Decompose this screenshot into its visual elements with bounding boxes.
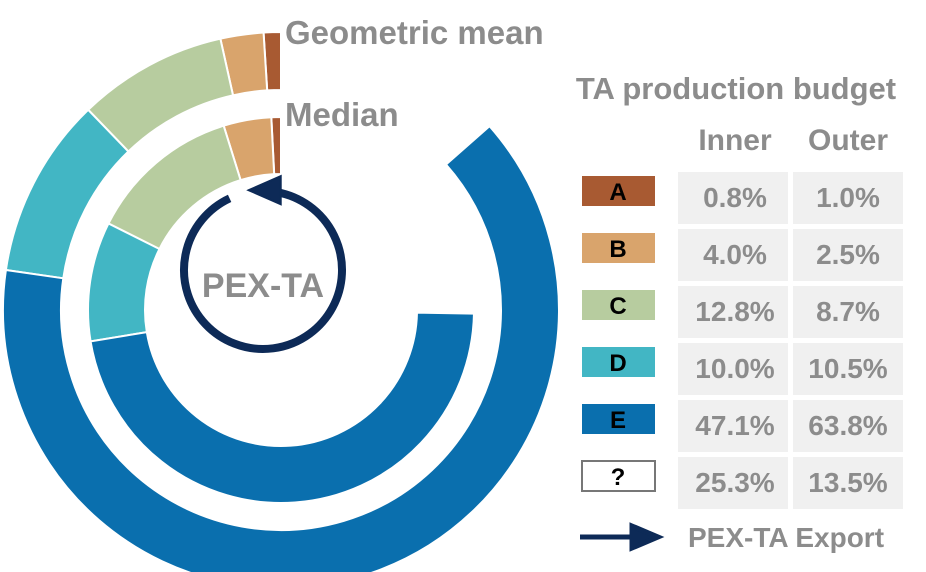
outer-value: 13.5%	[808, 467, 887, 498]
outer-ring-segment-e	[2, 124, 560, 572]
legend-swatch-a	[582, 176, 655, 206]
legend-key-label: ?	[611, 464, 626, 491]
outer-value: 8.7%	[816, 296, 880, 327]
legend-table: A 0.8% 1.0% B 4.0% 2.5% C 12.8% 8.7% D 10.0% 10.5% E…	[581, 172, 903, 509]
table-cell	[793, 400, 903, 452]
inner-value: 4.0%	[703, 239, 767, 270]
legend-key-label: B	[609, 236, 626, 263]
table-cell	[793, 457, 903, 509]
outer-value: 10.5%	[808, 353, 887, 384]
table-cell	[678, 457, 788, 509]
table-cell	[793, 286, 903, 338]
inner-value: 12.8%	[695, 296, 774, 327]
column-header-inner: Inner	[698, 124, 772, 157]
outer-value: 1.0%	[816, 182, 880, 213]
legend-key-label: C	[609, 293, 626, 320]
inner-ring-segment-c	[107, 124, 242, 251]
table-cell	[793, 172, 903, 224]
inner-value: 25.3%	[695, 467, 774, 498]
arrow-legend: PEX-TA Export	[580, 522, 884, 553]
table-cell	[678, 172, 788, 224]
inner-value: 10.0%	[695, 353, 774, 384]
legend-swatch-unknown	[581, 460, 656, 492]
inner-value: 0.8%	[703, 182, 767, 213]
legend-key-label: E	[610, 407, 626, 434]
table-cell	[678, 343, 788, 395]
pex-ta-export-arrow	[180, 188, 346, 353]
outer-ring-segment-d	[4, 108, 130, 280]
outer-ring-segment-c	[86, 37, 235, 153]
inner-ring-segment-d	[87, 222, 161, 343]
inner-ring-label: Median	[285, 96, 399, 133]
arrow-head-icon	[246, 174, 282, 206]
legend-swatch-e	[582, 404, 655, 434]
outer-ring-segment-b	[219, 31, 269, 97]
outer-value: 2.5%	[816, 239, 880, 270]
legend-key-label: A	[609, 179, 626, 206]
table-cell	[678, 286, 788, 338]
center-label: PEX-TA	[202, 267, 324, 305]
legend-key-label: D	[609, 350, 626, 377]
outer-ring-segment-a	[262, 30, 282, 92]
column-header-outer: Outer	[808, 124, 888, 157]
legend-swatch-b	[582, 233, 655, 263]
table-cell	[678, 229, 788, 281]
arrow-legend-label: PEX-TA Export	[688, 522, 884, 553]
table-cell	[678, 400, 788, 452]
arrow-right-icon	[580, 522, 665, 552]
legend-title: TA production budget	[576, 71, 896, 106]
outer-ring	[2, 30, 560, 572]
inner-ring	[87, 115, 475, 504]
legend-swatch-d	[582, 347, 655, 377]
inner-ring-segment-e	[89, 311, 475, 504]
outer-value: 63.8%	[808, 410, 887, 441]
legend-swatch-c	[582, 290, 655, 320]
outer-ring-label: Geometric mean	[285, 14, 544, 51]
table-cell	[793, 343, 903, 395]
table-cell	[793, 229, 903, 281]
inner-value: 47.1%	[695, 410, 774, 441]
